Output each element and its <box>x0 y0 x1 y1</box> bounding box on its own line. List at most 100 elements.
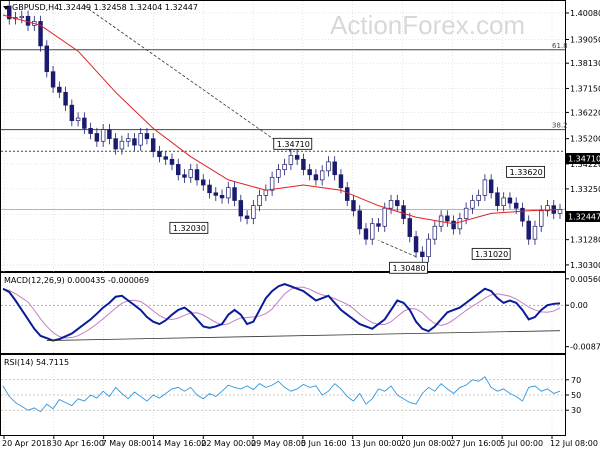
macd-title: MACD(12,26,9) 0.000435 -0.000069 <box>4 276 149 285</box>
candle-body <box>463 207 469 219</box>
candle-body <box>451 220 456 230</box>
candle-body <box>482 179 488 196</box>
price-annotation: 1.34710 <box>277 140 310 149</box>
candle-body <box>251 205 256 219</box>
candle-body <box>432 225 438 240</box>
x-tick-label: 14 May 16:00 <box>151 439 206 448</box>
candle-body <box>276 169 281 178</box>
candle-body <box>125 138 131 142</box>
candle-body <box>144 133 150 140</box>
price-title: GBPUSD,H4 <box>12 3 59 12</box>
candle-body <box>88 128 93 134</box>
candle-body <box>538 210 544 227</box>
macd-line <box>2 282 561 342</box>
price-tick-label: 1.30300 <box>570 261 600 270</box>
x-tick-label: 12 Jul 08:00 <box>550 439 598 448</box>
candle-body <box>150 138 156 152</box>
x-tick-label: 5 Jun 16:00 <box>301 439 347 448</box>
level-tag-bg <box>566 153 600 164</box>
price-annotation: 1.32030 <box>173 224 206 233</box>
candle-body <box>520 207 525 222</box>
candle-body <box>232 187 237 201</box>
candle-body <box>100 129 106 142</box>
x-tick-label: 27 Jun 16:00 <box>450 439 501 448</box>
fib-level-label: 61.8 <box>552 42 568 50</box>
candle-body <box>238 200 244 217</box>
candle-body <box>382 207 387 227</box>
price-annotation: 1.31020 <box>475 250 508 259</box>
candle-body <box>507 197 513 204</box>
candle-body <box>257 195 262 207</box>
candle-body <box>294 155 300 160</box>
price-annotation: 1.33620 <box>510 168 543 177</box>
rsi-tick-label: 50 <box>571 391 581 400</box>
price-annotation: 1.30480 <box>393 264 426 273</box>
macd-tick-label: 0.00 <box>570 301 588 310</box>
x-tick-label: 13 Jun 00:00 <box>351 439 402 448</box>
candle-body <box>19 15 25 18</box>
candle-body <box>201 179 206 186</box>
candle-body <box>63 91 68 106</box>
price-tick-label: 1.35200 <box>570 135 600 144</box>
candle-body <box>338 174 344 188</box>
price-tick-label: 1.31280 <box>570 236 600 245</box>
candle-body <box>163 156 168 160</box>
candle-body <box>413 236 419 253</box>
candle-body <box>82 117 87 129</box>
level-tag: 1.34710 <box>568 155 600 164</box>
candle-body <box>513 202 519 209</box>
candle-body <box>401 205 406 219</box>
candle-body <box>545 205 550 212</box>
price-annotation-box <box>471 247 511 260</box>
price-tick-label: 1.33250 <box>570 185 600 194</box>
candle-body <box>7 5 12 20</box>
current-price-tag-bg <box>566 211 600 222</box>
price-panel <box>0 0 566 272</box>
candle-body <box>157 151 162 158</box>
candle-body <box>94 133 100 142</box>
candle-body <box>445 215 450 222</box>
candle-body <box>557 209 563 214</box>
support-trend-line <box>378 240 417 258</box>
price-tick-label: 1.37150 <box>570 84 600 93</box>
candle-body <box>344 187 350 201</box>
candle-body <box>169 158 175 165</box>
macd-signal-line <box>2 286 561 339</box>
candle-body <box>50 71 56 88</box>
candle-body <box>326 161 331 172</box>
candle-body <box>219 195 225 199</box>
candle-body <box>357 210 362 230</box>
candle-body <box>263 189 269 196</box>
watermark: ActionForex.com <box>330 10 525 40</box>
fib-level-label: 38.2 <box>552 122 568 130</box>
current-price-tag: 1.32447 <box>568 213 600 222</box>
candle-body <box>526 220 531 240</box>
candle-body <box>363 228 369 240</box>
x-tick-label: 29 May 08:00 <box>251 439 306 448</box>
candle-body <box>395 200 400 207</box>
price-tick-label: 1.39050 <box>570 35 600 44</box>
price-annotation-box <box>169 221 209 234</box>
price-tick-label: 1.34220 <box>570 160 600 169</box>
candle-body <box>332 161 337 176</box>
price-annotation-box <box>506 165 545 178</box>
candle-body <box>138 133 143 146</box>
candle-body <box>119 140 125 150</box>
candle-body <box>132 138 137 146</box>
x-tick-label: 22 May 00:00 <box>201 439 256 448</box>
candle-body <box>313 174 319 181</box>
candle-body <box>388 200 394 209</box>
candle-body <box>38 21 43 47</box>
candle-body <box>470 200 475 209</box>
candle-body <box>532 225 538 240</box>
x-tick-label: 20 Apr 2018 <box>2 439 51 448</box>
candle-body <box>188 169 193 178</box>
candle-body <box>226 187 231 199</box>
price-tick-label: 1.38130 <box>570 59 600 68</box>
rsi-tick-label: 70 <box>571 376 581 385</box>
price-annotation-box <box>273 137 313 150</box>
candle-body <box>194 169 200 181</box>
dropdown-triangle-icon[interactable] <box>3 6 9 10</box>
